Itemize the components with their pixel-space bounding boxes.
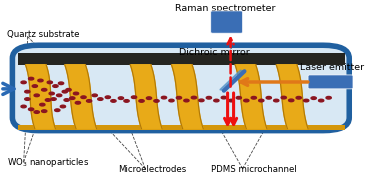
FancyBboxPatch shape bbox=[211, 11, 243, 33]
Circle shape bbox=[169, 99, 174, 102]
Circle shape bbox=[259, 99, 264, 102]
Circle shape bbox=[87, 100, 92, 102]
Circle shape bbox=[21, 105, 26, 108]
Circle shape bbox=[92, 94, 98, 97]
Circle shape bbox=[146, 97, 152, 99]
Circle shape bbox=[184, 99, 189, 102]
Circle shape bbox=[281, 96, 287, 99]
Circle shape bbox=[319, 99, 324, 102]
Circle shape bbox=[47, 81, 53, 84]
Circle shape bbox=[154, 100, 159, 102]
Circle shape bbox=[57, 94, 62, 97]
Circle shape bbox=[32, 85, 37, 87]
Circle shape bbox=[53, 85, 58, 87]
Circle shape bbox=[161, 96, 167, 99]
Circle shape bbox=[75, 102, 81, 104]
Circle shape bbox=[296, 96, 301, 99]
Circle shape bbox=[229, 99, 234, 102]
Text: Microelectrodes: Microelectrodes bbox=[119, 165, 187, 174]
Circle shape bbox=[64, 99, 69, 101]
Polygon shape bbox=[235, 65, 267, 129]
Circle shape bbox=[326, 96, 331, 99]
Circle shape bbox=[42, 110, 47, 112]
Text: Dichroic mirror: Dichroic mirror bbox=[179, 48, 250, 57]
Text: Raman spectrometer: Raman spectrometer bbox=[175, 4, 276, 13]
Polygon shape bbox=[172, 65, 203, 129]
Polygon shape bbox=[220, 70, 245, 91]
Polygon shape bbox=[276, 65, 308, 129]
Circle shape bbox=[49, 92, 54, 95]
Text: PDMS microchannel: PDMS microchannel bbox=[211, 165, 297, 174]
Circle shape bbox=[214, 99, 219, 102]
Circle shape bbox=[221, 96, 226, 99]
Circle shape bbox=[38, 79, 43, 82]
FancyBboxPatch shape bbox=[308, 75, 353, 89]
Circle shape bbox=[34, 111, 39, 113]
FancyBboxPatch shape bbox=[12, 45, 349, 131]
Circle shape bbox=[81, 96, 86, 99]
Circle shape bbox=[60, 105, 65, 108]
Circle shape bbox=[45, 99, 51, 101]
Polygon shape bbox=[65, 65, 97, 129]
Circle shape bbox=[132, 96, 137, 99]
Text: Laser emitter: Laser emitter bbox=[301, 63, 364, 72]
Circle shape bbox=[139, 100, 144, 102]
Circle shape bbox=[51, 98, 56, 100]
Bar bbox=[18, 53, 345, 65]
Circle shape bbox=[28, 77, 34, 80]
Circle shape bbox=[42, 88, 47, 91]
Circle shape bbox=[311, 97, 316, 99]
Circle shape bbox=[251, 96, 256, 99]
Circle shape bbox=[289, 99, 294, 102]
Circle shape bbox=[40, 103, 45, 106]
Circle shape bbox=[70, 97, 75, 99]
Circle shape bbox=[21, 81, 26, 84]
Circle shape bbox=[73, 92, 79, 95]
Circle shape bbox=[25, 90, 30, 93]
Circle shape bbox=[59, 82, 64, 85]
Circle shape bbox=[25, 98, 30, 100]
Circle shape bbox=[176, 96, 181, 99]
Circle shape bbox=[98, 98, 103, 100]
Circle shape bbox=[66, 88, 71, 91]
Circle shape bbox=[118, 97, 124, 99]
Circle shape bbox=[62, 90, 67, 93]
Circle shape bbox=[304, 99, 309, 102]
Polygon shape bbox=[25, 65, 56, 129]
Circle shape bbox=[206, 96, 212, 99]
Circle shape bbox=[28, 108, 34, 111]
Circle shape bbox=[124, 100, 129, 102]
Circle shape bbox=[244, 99, 249, 102]
Circle shape bbox=[266, 96, 271, 99]
Circle shape bbox=[111, 100, 116, 102]
Circle shape bbox=[191, 96, 197, 99]
Bar bbox=[18, 125, 345, 130]
Text: WO$_3$ nanoparticles: WO$_3$ nanoparticles bbox=[7, 156, 89, 169]
Circle shape bbox=[236, 96, 242, 99]
Circle shape bbox=[274, 99, 279, 102]
Circle shape bbox=[34, 94, 39, 97]
Circle shape bbox=[55, 109, 60, 111]
Text: Quartz substrate: Quartz substrate bbox=[7, 30, 79, 39]
Circle shape bbox=[199, 99, 204, 102]
Polygon shape bbox=[130, 65, 162, 129]
Circle shape bbox=[105, 96, 110, 99]
